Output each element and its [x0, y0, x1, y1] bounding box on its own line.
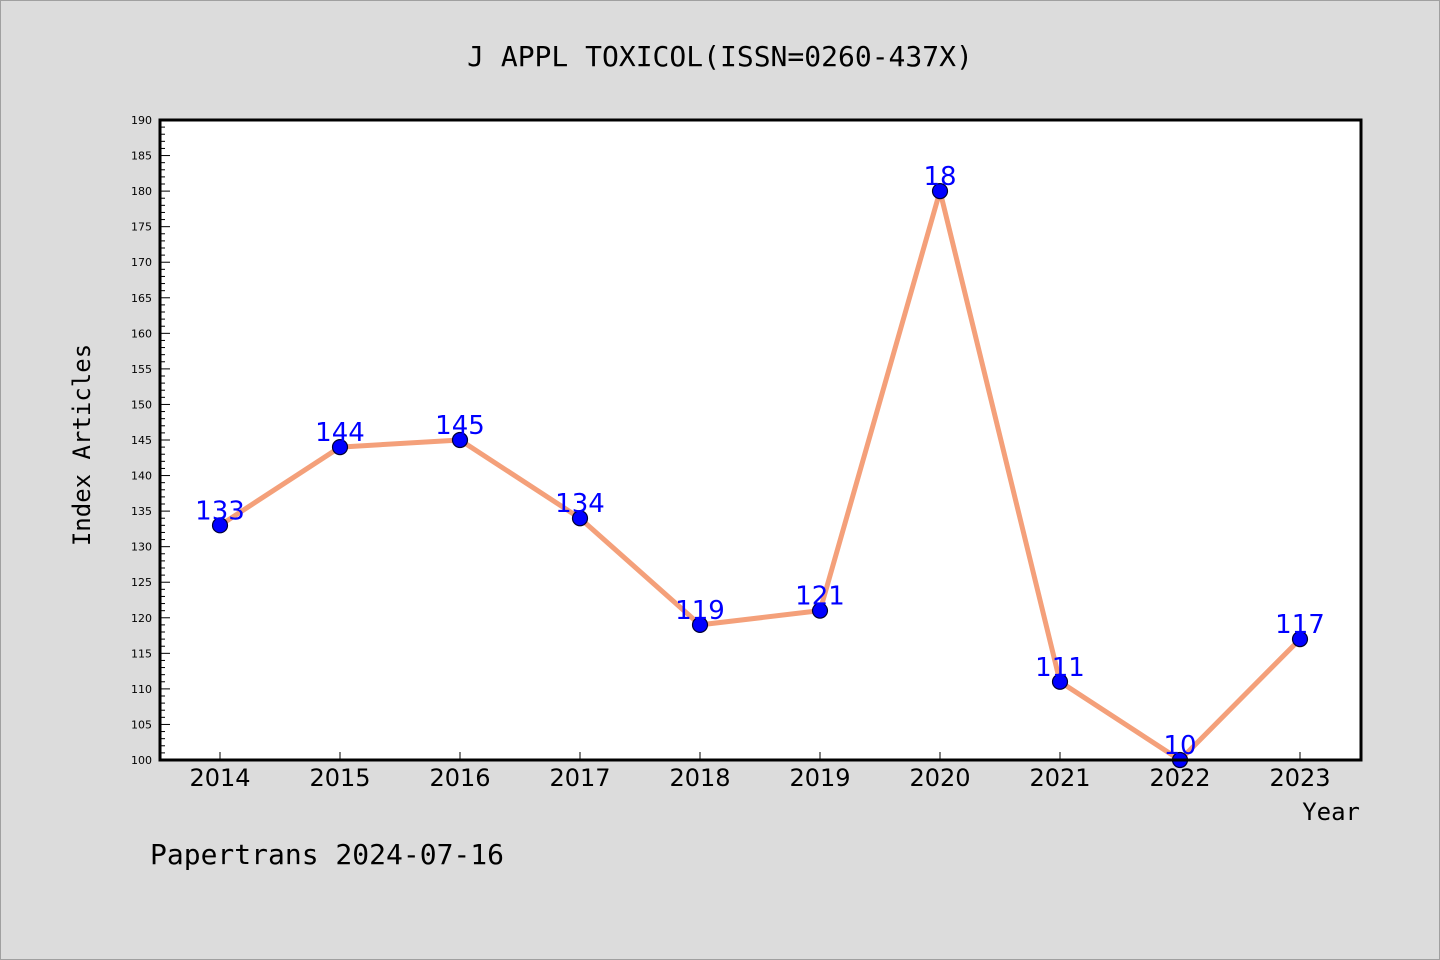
data-label: 121: [795, 582, 845, 612]
data-point: [571, 510, 589, 527]
x-axis: 2014 2015 2016 2017 2018 2019 2020 2021 2022 2023: [189, 752, 1331, 792]
data-point: [1051, 673, 1069, 690]
y-tick-label: 155: [131, 363, 152, 376]
data-point: [931, 183, 949, 200]
data-label: 119: [675, 596, 725, 626]
x-tick-label: 2020: [909, 764, 970, 792]
y-axis-label: Index Articles: [68, 344, 96, 546]
x-tick-label: 2019: [789, 764, 850, 792]
x-tick-label: 2014: [189, 764, 250, 792]
data-point: [331, 439, 349, 456]
y-tick-label: 160: [131, 327, 152, 340]
data-label: 134: [555, 489, 605, 519]
y-tick-label: 190: [131, 114, 152, 127]
series-group: 133 144 145 134 119 121 18 111 10 117: [195, 162, 1325, 769]
data-label: 117: [1275, 610, 1325, 640]
data-label: 10: [1163, 731, 1196, 761]
y-tick-label: 180: [131, 185, 152, 198]
y-tick-label: 175: [131, 221, 152, 234]
y-tick-label: 185: [131, 150, 152, 163]
data-label: 18: [923, 162, 956, 192]
y-tick-label: 145: [131, 434, 152, 447]
y-tick-label: 170: [131, 256, 152, 269]
x-tick-label: 2023: [1269, 764, 1330, 792]
y-tick-label: 130: [131, 541, 152, 554]
data-point: [811, 602, 829, 619]
x-tick-label: 2017: [549, 764, 610, 792]
plot-area: [160, 120, 1361, 760]
x-tick-label: 2016: [429, 764, 490, 792]
data-label: 145: [435, 411, 485, 441]
data-point: [211, 517, 229, 534]
data-point: [451, 431, 469, 449]
y-axis: 100 105 110 115 120 125 130 135 140 145 150 155 160 1…: [131, 114, 170, 767]
footer-text: Papertrans 2024-07-16: [150, 838, 504, 871]
data-label: 111: [1035, 653, 1085, 683]
x-tick-label: 2022: [1149, 764, 1210, 792]
y-tick-label: 100: [131, 754, 152, 767]
data-label: 144: [315, 418, 365, 448]
y-tick-label: 140: [131, 470, 152, 483]
x-tick-label: 2018: [669, 764, 730, 792]
data-point: [691, 616, 709, 633]
y-tick-label: 165: [131, 292, 152, 305]
y-tick-label: 115: [131, 647, 152, 660]
x-tick-label: 2015: [309, 764, 370, 792]
x-tick-label: 2021: [1029, 764, 1090, 792]
data-label: 133: [195, 496, 245, 526]
y-tick-label: 105: [131, 718, 152, 731]
x-axis-label: Year: [1302, 798, 1360, 826]
plot-border: [158, 118, 1363, 762]
y-tick-label: 120: [131, 612, 152, 625]
series-line: [218, 188, 1302, 763]
y-tick-label: 125: [131, 576, 152, 589]
y-tick-label: 135: [131, 505, 152, 518]
y-tick-label: 110: [131, 683, 152, 696]
chart-title: J APPL TOXICOL(ISSN=0260-437X): [467, 40, 973, 73]
y-tick-label: 150: [131, 398, 152, 411]
data-point: [1291, 631, 1309, 648]
